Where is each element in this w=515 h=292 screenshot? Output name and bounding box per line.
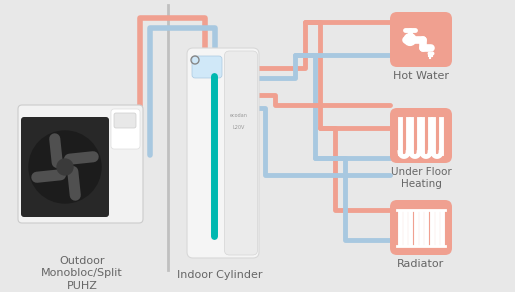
Text: Radiator: Radiator — [398, 259, 444, 269]
Circle shape — [29, 131, 101, 203]
FancyBboxPatch shape — [18, 105, 143, 223]
Text: Under Floor
Heating: Under Floor Heating — [390, 167, 451, 190]
FancyBboxPatch shape — [21, 117, 109, 217]
FancyBboxPatch shape — [390, 12, 452, 67]
Text: ecodan: ecodan — [230, 113, 248, 118]
FancyBboxPatch shape — [187, 48, 259, 258]
Circle shape — [57, 159, 73, 175]
FancyBboxPatch shape — [390, 200, 452, 255]
FancyBboxPatch shape — [390, 108, 452, 163]
FancyBboxPatch shape — [192, 56, 222, 78]
Text: Outdoor
Monobloc/Split
PUHZ: Outdoor Monobloc/Split PUHZ — [41, 256, 123, 291]
Text: L20V: L20V — [233, 125, 245, 130]
Text: Hot Water: Hot Water — [393, 71, 449, 81]
FancyBboxPatch shape — [225, 51, 258, 255]
Text: Indoor Cylinder: Indoor Cylinder — [177, 270, 263, 280]
FancyBboxPatch shape — [114, 113, 136, 128]
FancyBboxPatch shape — [111, 109, 140, 149]
